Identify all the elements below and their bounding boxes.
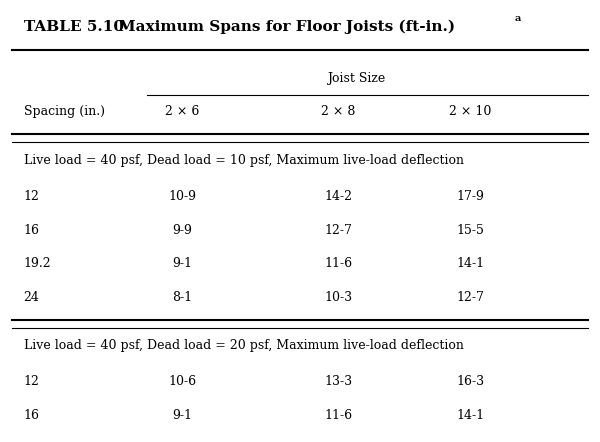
Text: Live load = 40 psf, Dead load = 10 psf, Maximum live-load deflection: Live load = 40 psf, Dead load = 10 psf, … — [23, 154, 464, 167]
Text: 14-1: 14-1 — [457, 408, 485, 422]
Text: 8-1: 8-1 — [172, 291, 193, 304]
Text: 2 × 8: 2 × 8 — [321, 105, 355, 118]
Text: 9-1: 9-1 — [172, 408, 193, 422]
Text: a: a — [515, 15, 521, 23]
Text: 24: 24 — [23, 291, 40, 304]
Text: 2 × 6: 2 × 6 — [165, 105, 200, 118]
Text: 11-6: 11-6 — [324, 408, 352, 422]
Text: 12-7: 12-7 — [457, 291, 484, 304]
Text: Joist Size: Joist Size — [327, 72, 385, 84]
Text: 14-1: 14-1 — [457, 257, 485, 271]
Text: 2 × 10: 2 × 10 — [449, 105, 492, 118]
Text: TABLE 5.10: TABLE 5.10 — [23, 19, 124, 34]
Text: Maximum Spans for Floor Joists (ft-in.): Maximum Spans for Floor Joists (ft-in.) — [103, 19, 455, 34]
Text: 13-3: 13-3 — [324, 375, 352, 388]
Text: 12: 12 — [23, 190, 40, 203]
Text: 14-2: 14-2 — [324, 190, 352, 203]
Text: 15-5: 15-5 — [457, 224, 484, 236]
Text: 16: 16 — [23, 224, 40, 236]
Text: 17-9: 17-9 — [457, 190, 484, 203]
Text: 12: 12 — [23, 375, 40, 388]
Text: 19.2: 19.2 — [23, 257, 51, 271]
Text: Live load = 40 psf, Dead load = 20 psf, Maximum live-load deflection: Live load = 40 psf, Dead load = 20 psf, … — [23, 339, 464, 352]
Text: 10-6: 10-6 — [169, 375, 196, 388]
Text: 16: 16 — [23, 408, 40, 422]
Text: 9-9: 9-9 — [172, 224, 193, 236]
Text: 9-1: 9-1 — [172, 257, 193, 271]
Text: 10-3: 10-3 — [324, 291, 352, 304]
Text: 11-6: 11-6 — [324, 257, 352, 271]
Text: 10-9: 10-9 — [169, 190, 196, 203]
Text: 12-7: 12-7 — [324, 224, 352, 236]
Text: 16-3: 16-3 — [457, 375, 485, 388]
Text: Spacing (in.): Spacing (in.) — [23, 105, 104, 118]
